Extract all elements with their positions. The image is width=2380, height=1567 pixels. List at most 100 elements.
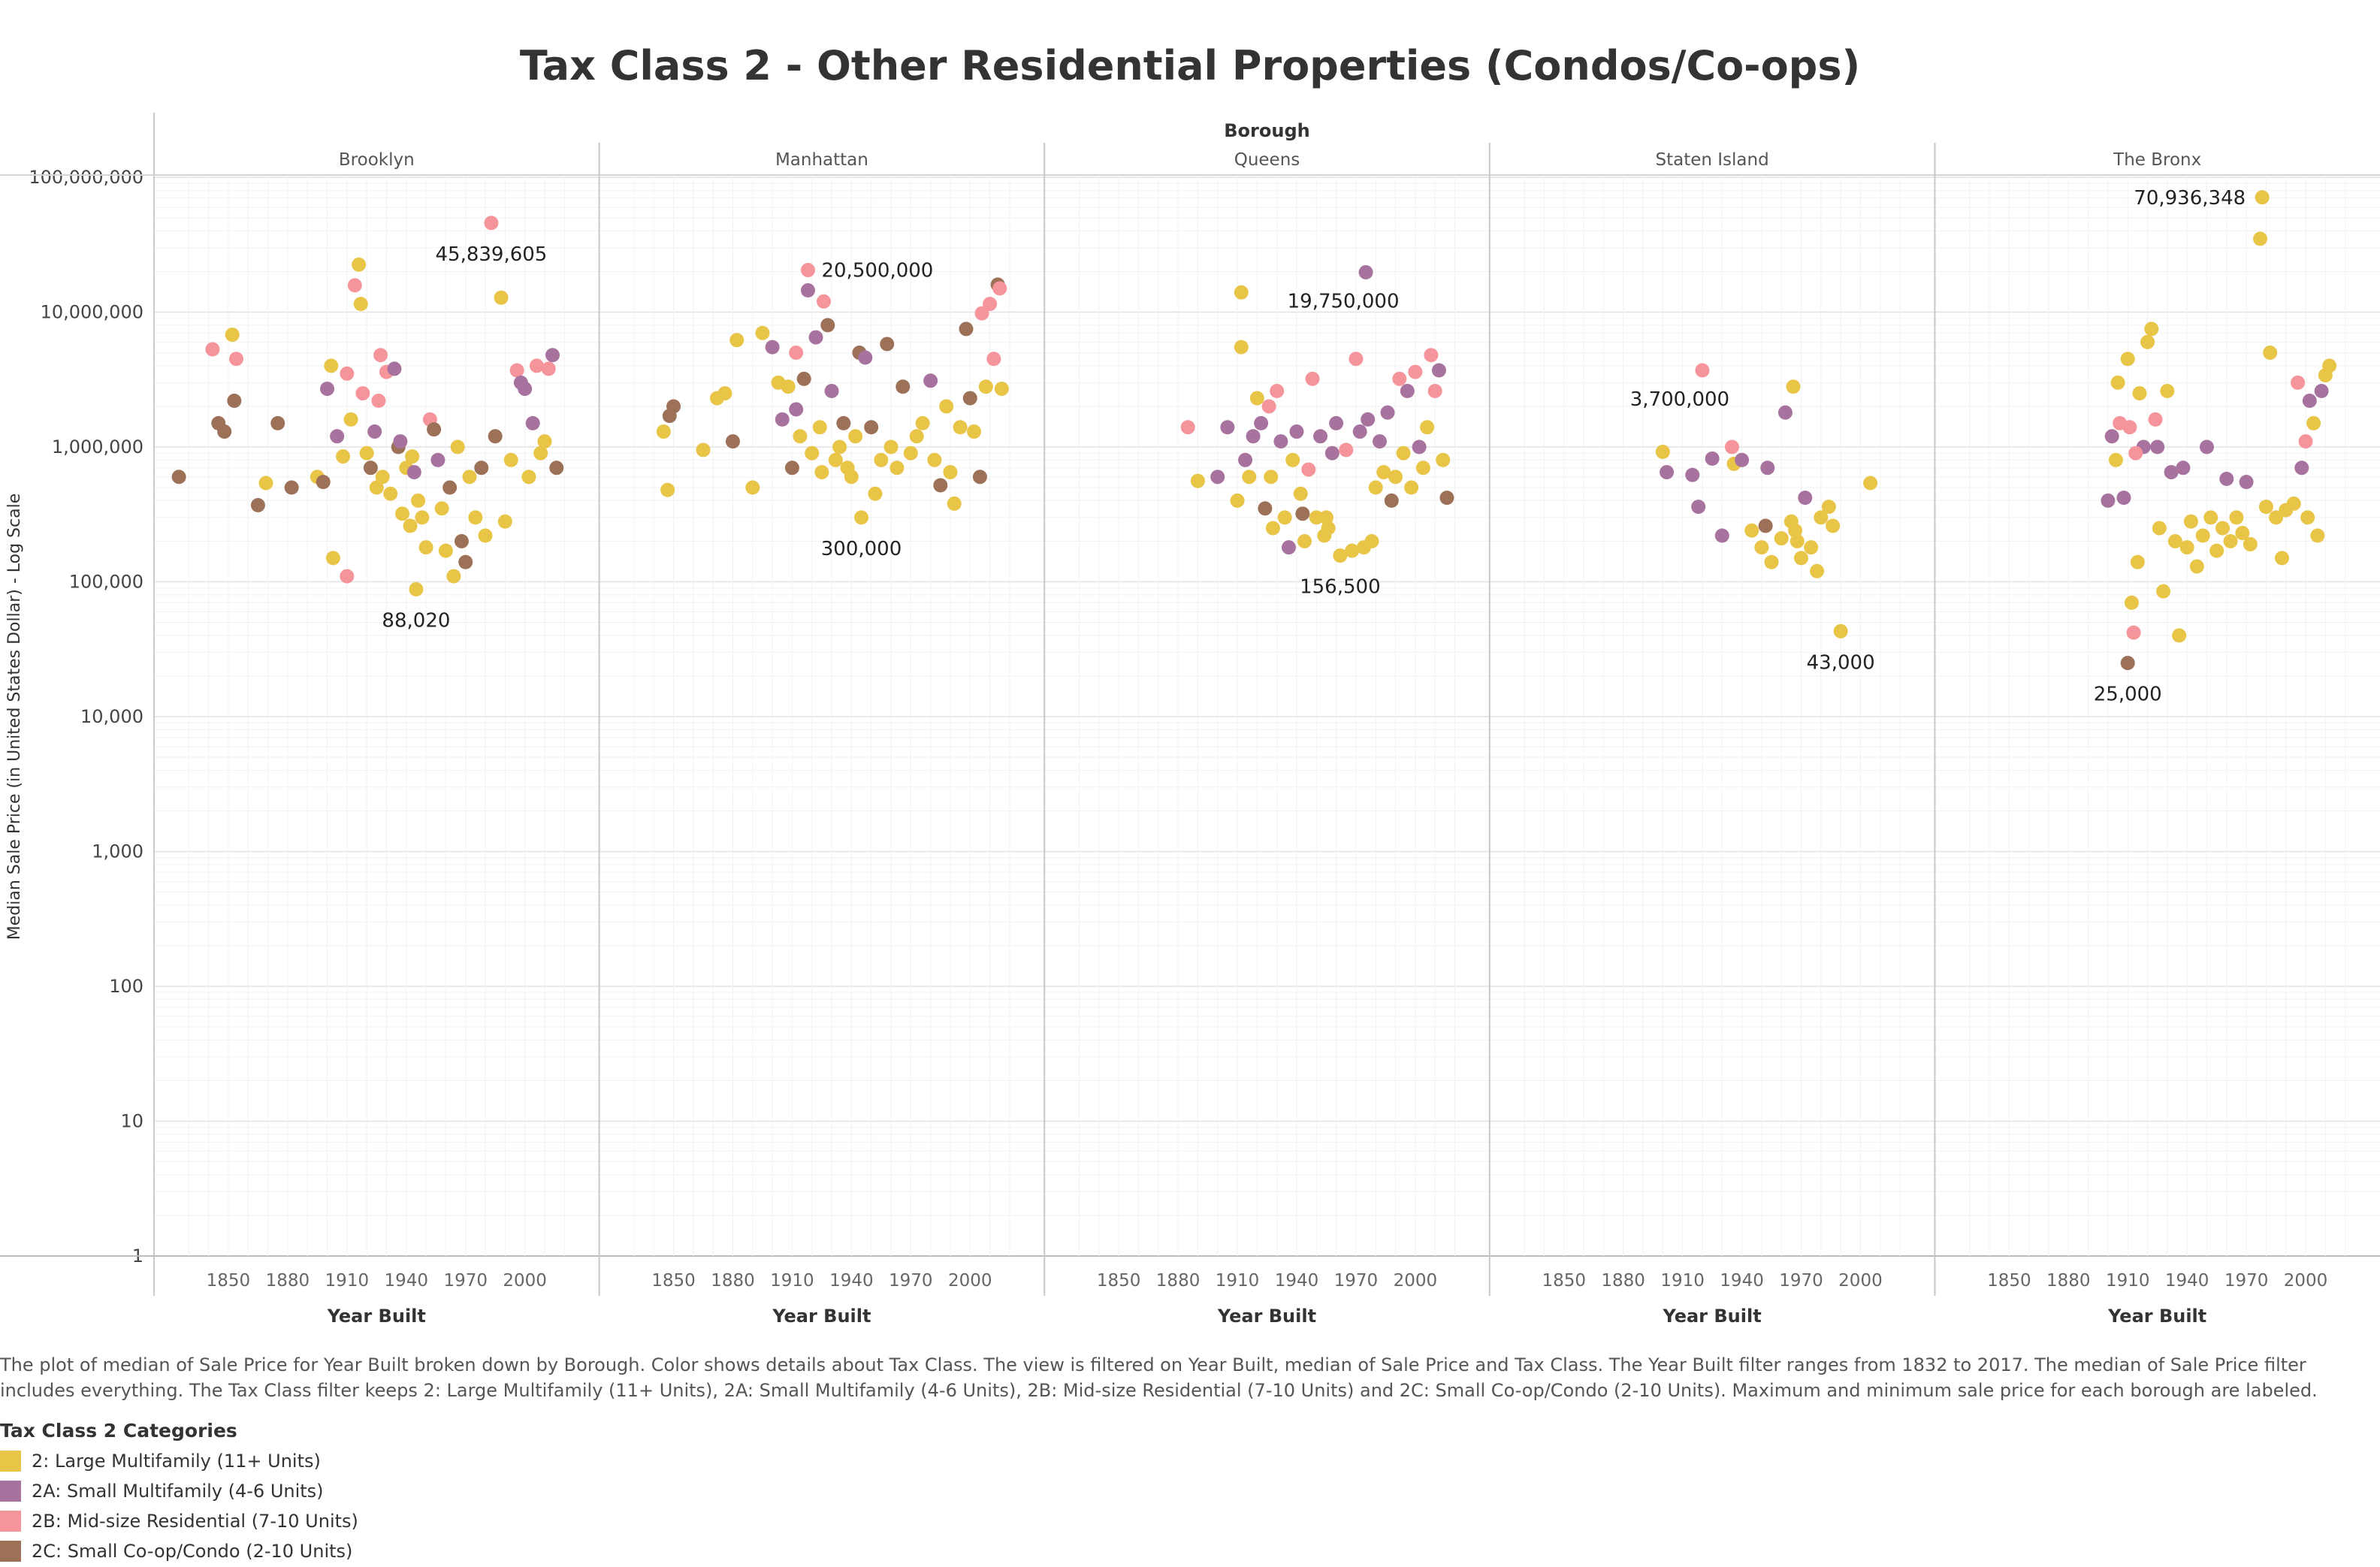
data-point bbox=[373, 348, 388, 363]
scatter-plot-area: Borough1101001,00010,000100,0001,000,000… bbox=[0, 113, 2380, 1327]
data-point bbox=[927, 452, 942, 467]
data-point bbox=[320, 382, 335, 397]
x-tick-label: 1850 bbox=[651, 1271, 696, 1291]
data-label: 300,000 bbox=[821, 538, 902, 560]
data-point bbox=[217, 424, 232, 439]
data-point bbox=[1364, 533, 1379, 548]
data-point bbox=[250, 498, 265, 513]
data-point bbox=[1735, 452, 1750, 467]
data-point bbox=[2306, 415, 2321, 430]
legend-swatch-2a bbox=[0, 1481, 21, 1502]
data-point bbox=[1285, 452, 1300, 467]
x-tick-label: 1910 bbox=[1216, 1271, 1260, 1291]
data-point bbox=[1261, 399, 1276, 414]
data-point bbox=[880, 337, 895, 352]
x-tick-label: 1940 bbox=[2165, 1271, 2209, 1291]
data-point bbox=[225, 328, 240, 343]
data-point bbox=[1396, 445, 1411, 460]
data-point bbox=[820, 318, 835, 333]
data-point bbox=[978, 379, 993, 394]
data-point bbox=[497, 514, 512, 529]
data-point bbox=[525, 415, 540, 430]
data-point bbox=[541, 361, 556, 376]
data-point bbox=[478, 528, 493, 543]
data-point bbox=[1309, 510, 1324, 525]
legend-item-2a[interactable]: 2A: Small Multifamily (4-6 Units) bbox=[0, 1476, 358, 1506]
data-point bbox=[666, 399, 681, 414]
data-point bbox=[518, 382, 533, 397]
data-point bbox=[656, 424, 671, 439]
panel-header-1: Manhattan bbox=[775, 150, 868, 170]
y-tick-label: 10 bbox=[120, 1111, 143, 1132]
data-point bbox=[474, 460, 489, 476]
data-point bbox=[545, 348, 560, 363]
data-point bbox=[947, 496, 962, 511]
data-point bbox=[411, 493, 426, 508]
data-point bbox=[755, 325, 770, 340]
data-point bbox=[983, 297, 998, 312]
data-point bbox=[2156, 584, 2171, 599]
data-point bbox=[2229, 510, 2244, 525]
data-point bbox=[800, 263, 815, 278]
data-point bbox=[340, 366, 355, 381]
data-point bbox=[359, 445, 374, 460]
data-point bbox=[1265, 521, 1280, 536]
data-point bbox=[2172, 628, 2187, 643]
data-point bbox=[805, 445, 820, 460]
legend-title: Tax Class 2 Categories bbox=[0, 1420, 237, 1442]
data-point bbox=[352, 257, 367, 272]
x-tick-label: 1850 bbox=[207, 1271, 251, 1291]
data-point bbox=[427, 422, 442, 437]
data-point bbox=[1863, 476, 1878, 491]
legend-swatch-2c bbox=[0, 1541, 21, 1562]
data-point bbox=[2195, 528, 2210, 543]
legend-item-2[interactable]: 2: Large Multifamily (11+ Units) bbox=[0, 1446, 358, 1476]
data-point bbox=[933, 478, 948, 493]
data-point bbox=[1270, 384, 1285, 399]
data-point bbox=[371, 394, 386, 409]
legend-item-2c[interactable]: 2C: Small Co-op/Condo (2-10 Units) bbox=[0, 1536, 358, 1566]
data-point bbox=[974, 306, 989, 321]
data-point bbox=[1372, 434, 1387, 449]
x-tick-label: 1910 bbox=[1660, 1271, 1705, 1291]
data-point bbox=[336, 449, 351, 464]
data-point bbox=[2263, 346, 2278, 361]
data-point bbox=[367, 424, 382, 439]
chart-caption: The plot of median of Sale Price for Yea… bbox=[0, 1354, 2318, 1401]
facet-header: Borough bbox=[1224, 120, 1309, 141]
data-point bbox=[1210, 469, 1225, 485]
data-point bbox=[836, 415, 851, 430]
data-point bbox=[1258, 501, 1273, 516]
data-point bbox=[972, 469, 987, 485]
data-point bbox=[2253, 231, 2268, 246]
data-point bbox=[405, 449, 420, 464]
data-point bbox=[883, 439, 899, 454]
data-point bbox=[967, 424, 982, 439]
y-tick-label: 100 bbox=[109, 976, 143, 997]
data-point bbox=[858, 350, 873, 365]
data-point bbox=[986, 352, 1001, 367]
data-point bbox=[2116, 491, 2131, 506]
data-point bbox=[854, 510, 869, 525]
x-tick-label: 1970 bbox=[1334, 1271, 1379, 1291]
data-point bbox=[1821, 500, 1836, 515]
data-point bbox=[406, 465, 421, 480]
data-point bbox=[2101, 493, 2116, 508]
data-point bbox=[1301, 462, 1316, 477]
data-point bbox=[549, 460, 564, 476]
data-point bbox=[2164, 465, 2179, 480]
data-point bbox=[1695, 363, 1710, 378]
data-point bbox=[1349, 352, 1364, 367]
data-point bbox=[923, 373, 938, 388]
panel-header-4: The Bronx bbox=[2113, 150, 2201, 170]
data-point bbox=[171, 469, 186, 485]
data-label: 43,000 bbox=[1807, 651, 1875, 674]
data-point bbox=[1313, 429, 1328, 444]
data-point bbox=[1230, 493, 1245, 508]
data-point bbox=[824, 384, 839, 399]
data-point bbox=[2179, 540, 2194, 555]
y-axis-label: Median Sale Price (in United States Doll… bbox=[5, 494, 24, 941]
legend-item-2b[interactable]: 2B: Mid-size Residential (7-10 Units) bbox=[0, 1506, 358, 1536]
data-point bbox=[330, 429, 345, 444]
y-tick-label: 1,000,000 bbox=[52, 436, 143, 457]
